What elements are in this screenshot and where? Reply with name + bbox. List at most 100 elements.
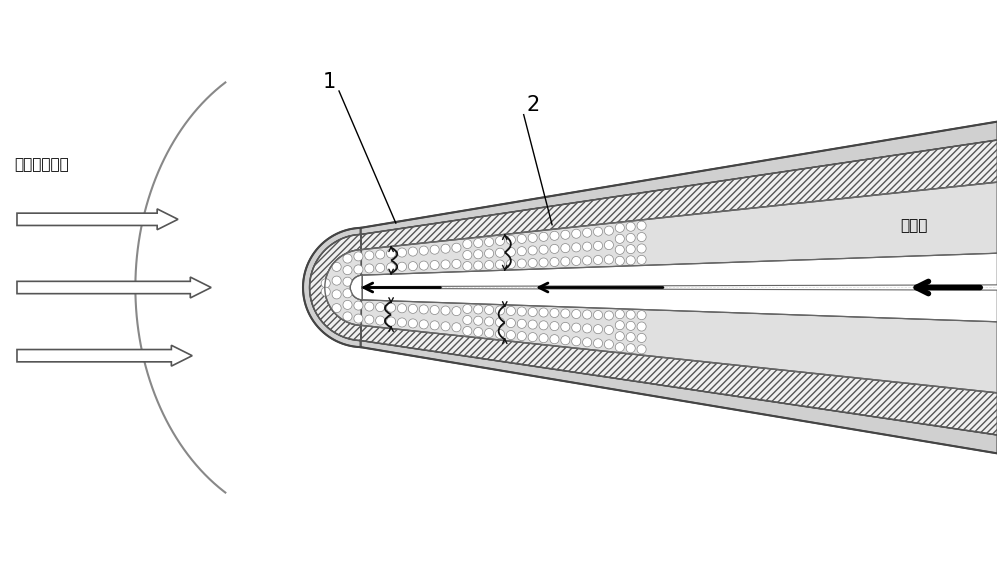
Circle shape [604, 340, 613, 349]
Circle shape [528, 233, 537, 243]
Circle shape [517, 319, 526, 328]
Circle shape [343, 277, 352, 286]
Circle shape [528, 259, 537, 267]
Circle shape [495, 248, 505, 257]
Circle shape [495, 329, 505, 339]
Circle shape [343, 312, 352, 321]
Circle shape [332, 262, 341, 271]
Circle shape [615, 321, 624, 329]
Circle shape [376, 263, 385, 273]
Circle shape [572, 323, 581, 332]
Circle shape [430, 245, 439, 254]
Circle shape [441, 322, 450, 331]
Circle shape [593, 339, 603, 348]
Circle shape [572, 309, 581, 319]
Circle shape [397, 318, 407, 327]
Circle shape [583, 256, 592, 265]
Circle shape [615, 343, 624, 352]
Circle shape [387, 303, 396, 312]
Text: 高超声速主流: 高超声速主流 [14, 157, 69, 172]
Circle shape [463, 262, 472, 271]
Circle shape [365, 315, 374, 324]
Circle shape [506, 247, 515, 256]
Circle shape [343, 254, 352, 263]
Circle shape [463, 327, 472, 336]
Circle shape [615, 332, 624, 341]
Circle shape [506, 319, 515, 328]
Circle shape [452, 323, 461, 332]
Circle shape [354, 252, 363, 261]
Circle shape [550, 308, 559, 317]
Circle shape [365, 302, 374, 311]
Circle shape [474, 239, 483, 247]
Circle shape [441, 244, 450, 253]
Circle shape [593, 310, 603, 320]
Circle shape [572, 243, 581, 252]
Circle shape [626, 256, 635, 265]
Circle shape [354, 314, 363, 323]
Circle shape [354, 265, 363, 274]
Circle shape [550, 335, 559, 344]
Circle shape [506, 235, 515, 244]
Circle shape [572, 256, 581, 266]
Circle shape [539, 258, 548, 267]
Circle shape [539, 321, 548, 330]
Circle shape [474, 328, 483, 336]
Circle shape [517, 259, 526, 268]
Circle shape [376, 250, 385, 259]
Circle shape [419, 246, 428, 255]
Circle shape [593, 242, 603, 250]
Circle shape [365, 264, 374, 273]
Circle shape [550, 244, 559, 254]
Circle shape [408, 247, 417, 256]
Polygon shape [17, 277, 211, 298]
Circle shape [528, 332, 537, 342]
Circle shape [485, 328, 494, 338]
Circle shape [517, 332, 526, 340]
Circle shape [506, 331, 515, 340]
Circle shape [452, 306, 461, 316]
Circle shape [572, 337, 581, 346]
Circle shape [354, 301, 363, 310]
Circle shape [441, 306, 450, 315]
Text: 2: 2 [527, 95, 540, 115]
Circle shape [626, 344, 635, 353]
Circle shape [539, 308, 548, 317]
Circle shape [506, 259, 515, 269]
Circle shape [397, 248, 407, 257]
Circle shape [637, 310, 646, 320]
Circle shape [419, 320, 428, 329]
Circle shape [517, 247, 526, 256]
Circle shape [626, 244, 635, 254]
Circle shape [430, 305, 439, 315]
Circle shape [583, 324, 592, 333]
Circle shape [637, 334, 646, 343]
Circle shape [626, 310, 635, 319]
Circle shape [419, 305, 428, 314]
Circle shape [517, 235, 526, 243]
Circle shape [604, 325, 613, 335]
Circle shape [463, 304, 472, 313]
Circle shape [593, 325, 603, 333]
Circle shape [637, 221, 646, 230]
Text: 1: 1 [323, 71, 336, 91]
Circle shape [561, 323, 570, 331]
Circle shape [637, 345, 646, 354]
Circle shape [561, 309, 570, 318]
Circle shape [539, 245, 548, 254]
Circle shape [408, 262, 417, 271]
Circle shape [626, 321, 635, 331]
Circle shape [441, 260, 450, 269]
Circle shape [474, 261, 483, 270]
Circle shape [485, 305, 494, 315]
Circle shape [474, 250, 483, 259]
Circle shape [452, 243, 461, 252]
Circle shape [637, 255, 646, 264]
Circle shape [474, 316, 483, 325]
Circle shape [485, 260, 494, 270]
Circle shape [506, 306, 515, 316]
Circle shape [343, 300, 352, 309]
Circle shape [583, 242, 592, 251]
Circle shape [615, 246, 624, 254]
Circle shape [637, 322, 646, 331]
